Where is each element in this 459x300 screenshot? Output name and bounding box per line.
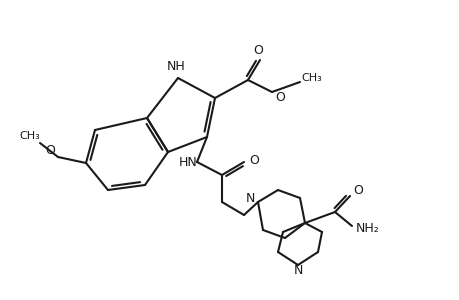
Text: O: O: [353, 184, 362, 197]
Text: O: O: [248, 154, 258, 166]
Text: NH₂: NH₂: [355, 221, 379, 235]
Text: CH₃: CH₃: [20, 131, 40, 141]
Text: O: O: [274, 91, 284, 103]
Text: O: O: [45, 143, 55, 157]
Text: HN: HN: [178, 155, 197, 169]
Text: CH₃: CH₃: [301, 73, 322, 83]
Text: N: N: [245, 191, 254, 205]
Text: O: O: [252, 44, 263, 56]
Text: N: N: [293, 263, 302, 277]
Text: NH: NH: [166, 59, 185, 73]
